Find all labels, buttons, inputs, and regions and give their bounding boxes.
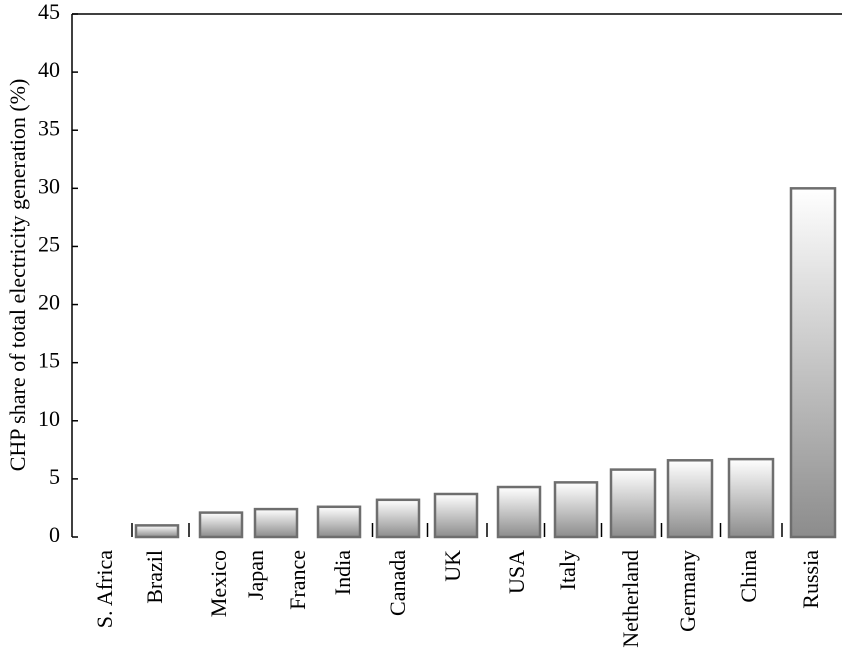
x-tick-label: Brazil bbox=[142, 550, 167, 604]
bar bbox=[253, 507, 299, 539]
bar bbox=[666, 459, 714, 539]
y-tick-label: 45 bbox=[38, 0, 60, 24]
x-tick-label: India bbox=[330, 550, 355, 595]
y-tick-label: 30 bbox=[38, 173, 60, 198]
x-tick-label: UK bbox=[440, 550, 465, 582]
y-tick-label: 10 bbox=[38, 406, 60, 431]
y-axis-label: CHP share of total electricity generatio… bbox=[5, 79, 30, 472]
x-tick-label: China bbox=[736, 550, 761, 603]
bar bbox=[316, 505, 362, 539]
bar bbox=[134, 524, 180, 539]
y-tick-label: 35 bbox=[38, 115, 60, 140]
bar bbox=[609, 468, 657, 539]
bar bbox=[727, 457, 775, 539]
x-tick-label: Mexico bbox=[206, 550, 231, 617]
bar bbox=[789, 187, 837, 539]
x-tick-label: Canada bbox=[385, 550, 410, 616]
x-tick-label: USA bbox=[504, 550, 529, 594]
x-tick-label: S. Africa bbox=[92, 550, 117, 628]
y-tick-label: 5 bbox=[49, 464, 60, 489]
y-tick-label: 15 bbox=[38, 348, 60, 373]
bar bbox=[198, 511, 244, 539]
y-tick-label: 25 bbox=[38, 231, 60, 256]
y-tick-label: 20 bbox=[38, 290, 60, 315]
x-tick-label: Russia bbox=[798, 550, 823, 609]
bar bbox=[375, 498, 421, 539]
x-tick-label: Germany bbox=[675, 550, 700, 632]
y-tick-label: 40 bbox=[38, 57, 60, 82]
x-tick-label: Netherland bbox=[618, 550, 643, 648]
bar bbox=[433, 492, 479, 539]
bar bbox=[496, 485, 542, 539]
x-tick-label: Italy bbox=[555, 550, 580, 590]
bar bbox=[553, 481, 599, 539]
x-tick-label: Japan bbox=[243, 550, 268, 600]
y-tick-label: 0 bbox=[49, 522, 60, 547]
x-tick-label: France bbox=[285, 550, 310, 610]
